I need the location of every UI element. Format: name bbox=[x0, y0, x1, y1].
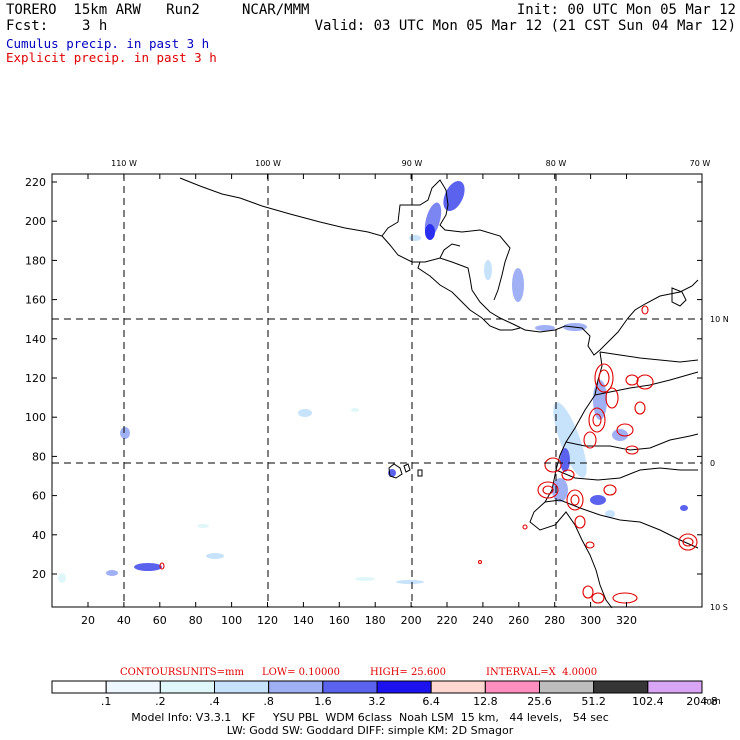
forecast-hours: 3 h bbox=[82, 18, 108, 34]
axis-ticks bbox=[52, 174, 702, 607]
x-tick-label: 320 bbox=[616, 614, 637, 627]
x-tick-label: 120 bbox=[257, 614, 278, 627]
x-tick-label: 100 bbox=[221, 614, 242, 627]
lon-label: 90 W bbox=[402, 159, 423, 168]
legend-label: 3.2 bbox=[368, 695, 386, 708]
y-tick-label: 20 bbox=[32, 568, 46, 581]
lon-label: 80 W bbox=[546, 159, 567, 168]
lon-label: 110 W bbox=[111, 159, 137, 168]
org-label: NCAR/MMM bbox=[242, 2, 310, 18]
y-tick-label: 160 bbox=[25, 294, 46, 307]
explicit-precip-label: Explicit precip. in past 3 h bbox=[6, 50, 217, 65]
x-axis-labels: 20 40 60 80 100 120 140 160 180 200 220 240 260 280 30… bbox=[81, 614, 637, 627]
x-tick-label: 180 bbox=[365, 614, 386, 627]
lat-label: 10 S bbox=[710, 603, 728, 612]
y-tick-label: 40 bbox=[32, 529, 46, 542]
x-tick-label: 200 bbox=[401, 614, 422, 627]
x-tick-label: 300 bbox=[580, 614, 601, 627]
y-tick-label: 220 bbox=[25, 176, 46, 189]
model-title: TORERO 15km ARW Run2 bbox=[6, 2, 200, 18]
y-axis-labels: 220 200 180 160 140 120 100 80 60 40 20 bbox=[25, 176, 46, 581]
x-tick-label: 160 bbox=[329, 614, 350, 627]
legend-swatch bbox=[214, 680, 270, 694]
legend-swatch bbox=[430, 680, 486, 694]
legend-swatch bbox=[647, 680, 703, 694]
legend-label: 204.8 bbox=[686, 695, 718, 708]
y-tick-label: 180 bbox=[25, 254, 46, 267]
legend-label: .8 bbox=[263, 695, 274, 708]
legend-unit: mm bbox=[703, 697, 721, 707]
legend-swatch bbox=[159, 680, 215, 694]
x-tick-label: 140 bbox=[293, 614, 314, 627]
y-tick-label: 60 bbox=[32, 490, 46, 503]
lon-label: 70 W bbox=[690, 159, 711, 168]
explicit-precip-contours bbox=[159, 305, 698, 604]
legend-label: 25.6 bbox=[527, 695, 552, 708]
legend-swatch bbox=[593, 680, 649, 694]
legend-label: 1.6 bbox=[314, 695, 332, 708]
contours-units: UNITS=mm bbox=[182, 667, 244, 678]
lon-label: 100 W bbox=[255, 159, 281, 168]
legend-label: 6.4 bbox=[422, 695, 440, 708]
lon-labels: 110 W 100 W 90 W 80 W 70 W bbox=[111, 159, 710, 168]
x-tick-label: 220 bbox=[437, 614, 458, 627]
coastlines bbox=[179, 177, 699, 609]
legend-label: 12.8 bbox=[473, 695, 498, 708]
y-tick-label: 200 bbox=[25, 215, 46, 228]
forecast-label: Fcst: bbox=[6, 18, 49, 34]
model-info-line1: Model Info: V3.3.1 KF YSU PBL WDM 6class… bbox=[131, 711, 609, 724]
model-info-line2: LW: Godd SW: Goddard DIFF: simple KM: 2D… bbox=[226, 724, 514, 737]
legend-swatch bbox=[105, 680, 161, 694]
cumulus-precip-label: Cumulus precip. in past 3 h bbox=[6, 36, 210, 51]
legend-swatch bbox=[376, 680, 432, 694]
legend-label: .1 bbox=[101, 695, 112, 708]
contours-low: LOW= 0.10000 bbox=[262, 667, 341, 678]
color-legend: .1 .2 .4 .8 1.6 3.2 6.4 12.8 25.6 51.2 102.4 204.8 bbox=[51, 680, 718, 708]
lat-label: 0 bbox=[710, 459, 715, 468]
x-tick-label: 80 bbox=[189, 614, 203, 627]
y-tick-label: 100 bbox=[25, 411, 46, 424]
legend-swatch bbox=[322, 680, 378, 694]
x-tick-label: 20 bbox=[81, 614, 95, 627]
cumulus-precip-shading bbox=[58, 181, 688, 584]
y-tick-label: 120 bbox=[25, 372, 46, 385]
contours-interval: INTERVAL=X 4.0000 bbox=[486, 667, 598, 678]
y-tick-label: 140 bbox=[25, 333, 46, 346]
legend-label: .4 bbox=[209, 695, 220, 708]
legend-label: .2 bbox=[155, 695, 166, 708]
legend-swatch bbox=[51, 680, 107, 694]
x-tick-label: 60 bbox=[153, 614, 167, 627]
legend-label: 51.2 bbox=[581, 695, 606, 708]
valid-time: Valid: 03 UTC Mon 05 Mar 12 (21 CST Sun … bbox=[314, 18, 736, 34]
contours-label: CONTOURS: bbox=[120, 667, 186, 678]
lat-label: 10 N bbox=[710, 315, 729, 324]
y-tick-label: 80 bbox=[32, 450, 46, 463]
x-tick-label: 260 bbox=[508, 614, 529, 627]
legend-label: 102.4 bbox=[632, 695, 664, 708]
legend-swatch bbox=[539, 680, 595, 694]
lat-labels: 10 N 0 10 S bbox=[710, 315, 729, 612]
x-tick-label: 240 bbox=[472, 614, 493, 627]
x-tick-label: 280 bbox=[544, 614, 565, 627]
map-frame bbox=[51, 173, 703, 608]
contours-high: HIGH= 25.600 bbox=[370, 667, 446, 678]
latlon-grid bbox=[52, 174, 702, 607]
legend-swatch bbox=[484, 680, 541, 694]
x-tick-label: 40 bbox=[117, 614, 131, 627]
legend-swatch bbox=[268, 680, 324, 694]
init-time: Init: 00 UTC Mon 05 Mar 12 bbox=[516, 2, 736, 18]
